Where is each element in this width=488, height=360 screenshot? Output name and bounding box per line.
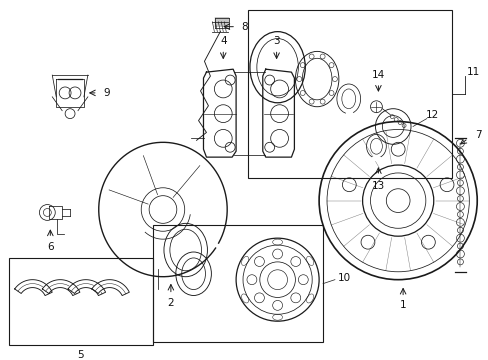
Polygon shape: [203, 69, 236, 157]
Text: 10: 10: [338, 273, 351, 283]
Text: 4: 4: [220, 36, 226, 45]
Polygon shape: [262, 69, 294, 157]
Polygon shape: [372, 157, 380, 160]
Polygon shape: [68, 280, 105, 296]
Text: 14: 14: [371, 70, 384, 80]
Bar: [247, 10, 450, 178]
Polygon shape: [345, 112, 351, 114]
Text: 1: 1: [399, 300, 406, 310]
Text: 11: 11: [466, 67, 479, 77]
Polygon shape: [42, 280, 80, 296]
Polygon shape: [56, 79, 84, 107]
Text: 5: 5: [78, 350, 84, 360]
Text: 9: 9: [103, 88, 110, 98]
Text: 12: 12: [425, 110, 439, 120]
Polygon shape: [92, 280, 129, 296]
Text: 13: 13: [371, 181, 384, 191]
Text: 8: 8: [241, 22, 248, 32]
Bar: [9, 258, 153, 345]
Bar: [153, 225, 323, 342]
Polygon shape: [15, 280, 52, 296]
Text: 6: 6: [47, 242, 54, 252]
Text: 3: 3: [273, 36, 279, 45]
Text: 7: 7: [474, 130, 481, 140]
Text: 2: 2: [167, 298, 174, 309]
Polygon shape: [49, 206, 62, 219]
